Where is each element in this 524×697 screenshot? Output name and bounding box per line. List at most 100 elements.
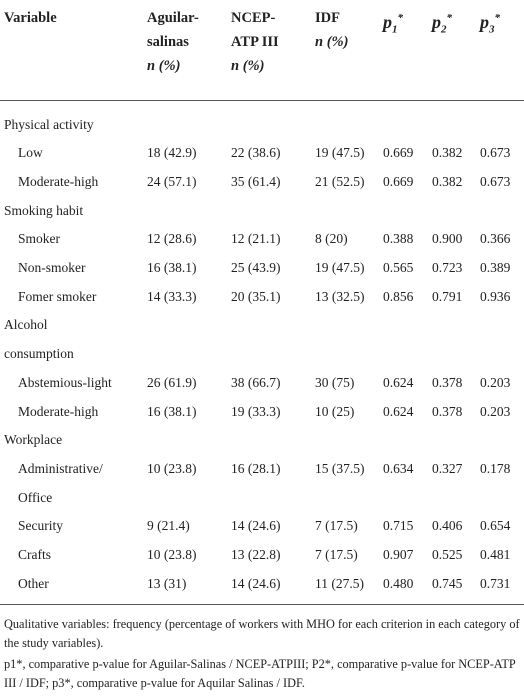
- row-label-text: Security: [18, 518, 63, 534]
- section-text: Physical activity: [4, 116, 94, 132]
- header-text: ATP III: [231, 34, 279, 50]
- cell: 0.673: [480, 173, 511, 189]
- row-label-text: Abstemious-light: [18, 374, 112, 390]
- row-label: Security: [0, 512, 143, 541]
- data-row: Moderate-high 24 (57.1) 35 (61.4) 21 (52.5)…: [0, 168, 524, 197]
- cell: 19 (47.5): [315, 145, 365, 161]
- empty-cell: [311, 100, 379, 139]
- cell: 21 (52.5): [315, 173, 365, 189]
- p-subscript: 1: [392, 23, 398, 36]
- cell: 19 (47.5): [315, 260, 365, 276]
- row-label: Smoker: [0, 225, 143, 254]
- header-unit: n (%): [147, 58, 181, 74]
- row-label: Fomer smoker: [0, 283, 143, 312]
- cell: 0.327: [432, 460, 463, 476]
- row-label-text: Administrative/: [18, 460, 103, 476]
- table-notes: Qualitative variables: frequency (percen…: [0, 605, 524, 693]
- empty-cell: [311, 311, 379, 368]
- empty-cell: [143, 426, 227, 455]
- cell: 0.480: [383, 575, 414, 591]
- empty-cell: [428, 197, 476, 226]
- cell: 13 (31): [147, 575, 187, 591]
- section-row: Alcohol consumption: [0, 311, 524, 368]
- note: Qualitative variables: frequency (percen…: [4, 617, 520, 651]
- cell: 0.203: [480, 374, 511, 390]
- cell: 11 (27.5): [315, 575, 364, 591]
- table-body: Physical activity Low 18 (42.9) 22 (38.6) 19…: [0, 100, 524, 605]
- cell: 0.669: [383, 173, 414, 189]
- cell: 30 (75): [315, 374, 355, 390]
- empty-cell: [428, 311, 476, 368]
- row-label-text: Crafts: [18, 547, 51, 563]
- empty-cell: [227, 197, 311, 226]
- cell: 19 (33.3): [231, 403, 281, 419]
- cell: 0.378: [432, 403, 463, 419]
- cell: 0.382: [432, 173, 463, 189]
- cell: 10 (23.8): [147, 547, 197, 563]
- row-label-text: Office: [18, 489, 53, 505]
- cell: 14 (24.6): [231, 518, 281, 534]
- empty-cell: [428, 100, 476, 139]
- cell: 16 (28.1): [231, 460, 281, 476]
- header-text: Variable: [4, 10, 57, 26]
- data-row: Crafts 10 (23.8) 13 (22.8) 7 (17.5) 0.907 0.5…: [0, 541, 524, 570]
- cell: 38 (66.7): [231, 374, 281, 390]
- p-superscript: *: [397, 12, 404, 24]
- cell: 14 (33.3): [147, 288, 197, 304]
- section-text: Alcohol: [4, 317, 48, 333]
- note: p1*, comparative p-value for Aguilar-Sal…: [4, 657, 516, 691]
- cell: 18 (42.9): [147, 145, 197, 161]
- cell: 7 (17.5): [315, 518, 358, 534]
- empty-cell: [227, 100, 311, 139]
- row-label-text: Moderate-high: [18, 403, 99, 419]
- column-header: p3*: [476, 0, 524, 100]
- row-label: Non-smoker: [0, 254, 143, 283]
- row-label: Moderate-high: [0, 168, 143, 197]
- cell: 0.378: [432, 374, 463, 390]
- p-subscript: 3: [489, 23, 495, 36]
- cell: 0.654: [480, 518, 511, 534]
- p-symbol: p: [432, 12, 441, 32]
- row-label-text: Moderate-high: [18, 173, 99, 189]
- data-row: Fomer smoker 14 (33.3) 20 (35.1) 13 (32.5) 0…: [0, 283, 524, 312]
- data-row: Administrative/Office 10 (23.8) 16 (28.1) 1…: [0, 455, 524, 512]
- column-header: p1*: [379, 0, 428, 100]
- cell: 0.366: [480, 231, 511, 247]
- cell: 14 (24.6): [231, 575, 281, 591]
- row-label: Low: [0, 139, 143, 168]
- row-label-text: Fomer smoker: [18, 288, 97, 304]
- cell: 0.669: [383, 145, 414, 161]
- header-unit: n (%): [231, 58, 265, 74]
- cell: 12 (21.1): [231, 231, 281, 247]
- section-row: Physical activity: [0, 100, 524, 139]
- cell: 0.388: [383, 231, 414, 247]
- cell: 0.715: [383, 518, 414, 534]
- cell: 0.525: [432, 547, 463, 563]
- header-unit: n (%): [315, 34, 349, 50]
- row-label: Administrative/Office: [0, 455, 143, 512]
- cell: 25 (43.9): [231, 260, 281, 276]
- empty-cell: [227, 311, 311, 368]
- cell: 12 (28.6): [147, 231, 197, 247]
- cell: 0.731: [480, 575, 511, 591]
- cell: 0.634: [383, 460, 414, 476]
- row-label-text: Smoker: [18, 231, 60, 247]
- section-label: Smoking habit: [0, 197, 143, 226]
- row-label: Other: [0, 570, 143, 605]
- row-label-text: Other: [18, 575, 49, 591]
- column-header: NCEP- ATP III n (%): [227, 0, 311, 100]
- empty-cell: [379, 197, 428, 226]
- section-row: Workplace: [0, 426, 524, 455]
- empty-cell: [476, 426, 524, 455]
- cell: 0.723: [432, 260, 463, 276]
- p-subscript: 2: [441, 23, 447, 36]
- empty-cell: [143, 197, 227, 226]
- section-row: Smoking habit: [0, 197, 524, 226]
- empty-cell: [476, 100, 524, 139]
- empty-cell: [143, 100, 227, 139]
- empty-cell: [379, 426, 428, 455]
- column-header: Aguilar-salinas n (%): [143, 0, 227, 100]
- section-text: consumption: [4, 346, 74, 362]
- empty-cell: [379, 100, 428, 139]
